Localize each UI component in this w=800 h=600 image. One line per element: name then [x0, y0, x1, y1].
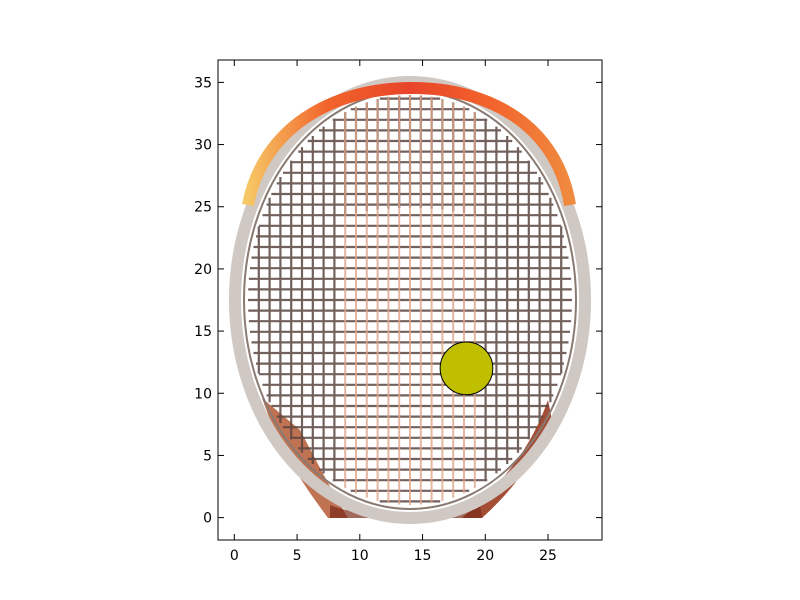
tennis-racket-image: [229, 76, 591, 524]
x-tick-label: 10: [351, 548, 369, 564]
y-tick-label: 0: [203, 511, 212, 527]
x-tick-label: 15: [414, 548, 432, 564]
y-tick-label: 10: [194, 386, 212, 402]
x-tick-label: 20: [476, 548, 494, 564]
y-tick-label: 35: [194, 75, 212, 91]
x-tick-label: 0: [230, 548, 239, 564]
y-tick-label: 30: [194, 138, 212, 154]
racket-frame-outer: [229, 76, 591, 524]
x-axis: 0 5 10 15 20 25: [230, 60, 557, 564]
x-tick-label: 25: [539, 548, 557, 564]
scatter-point: [439, 341, 494, 396]
y-tick-label: 15: [194, 324, 212, 340]
scatter-points: [439, 341, 494, 396]
axes-frame: [217, 59, 603, 541]
y-axis: 0 5 10 15 20 25 30 35: [194, 75, 602, 527]
racket-strings-center: [344, 95, 476, 505]
y-tick-label: 5: [203, 448, 212, 464]
y-tick-label: 20: [194, 262, 212, 278]
racket-rim-top: [242, 81, 576, 207]
x-tick-label: 5: [293, 548, 302, 564]
y-tick-label: 25: [194, 200, 212, 216]
